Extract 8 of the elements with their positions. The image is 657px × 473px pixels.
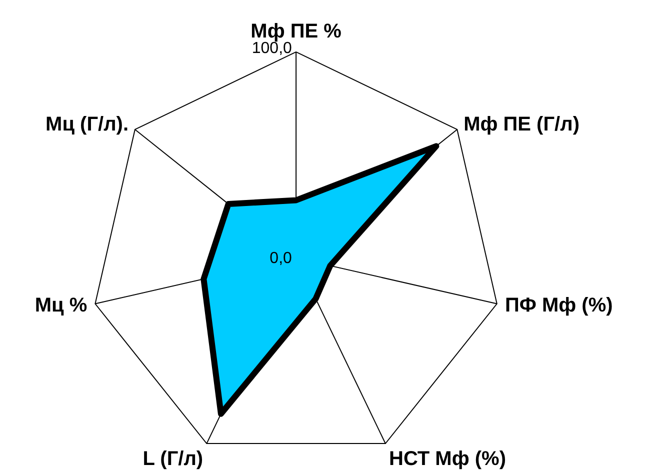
y-tick-label: 0,0 xyxy=(270,250,292,267)
spoke-label: ПФ Мф (%) xyxy=(504,294,613,317)
spoke-label: Мц (Г/л). xyxy=(46,113,129,136)
spoke-label: Мц % xyxy=(34,294,88,317)
spoke-label: Мф ПЕ (Г/л) xyxy=(464,113,580,136)
spoke-label: L (Г/л) xyxy=(142,448,204,470)
spoke-label: НСТ Мф (%) xyxy=(389,448,506,470)
spoke-label: Мф ПЕ % xyxy=(250,20,342,42)
